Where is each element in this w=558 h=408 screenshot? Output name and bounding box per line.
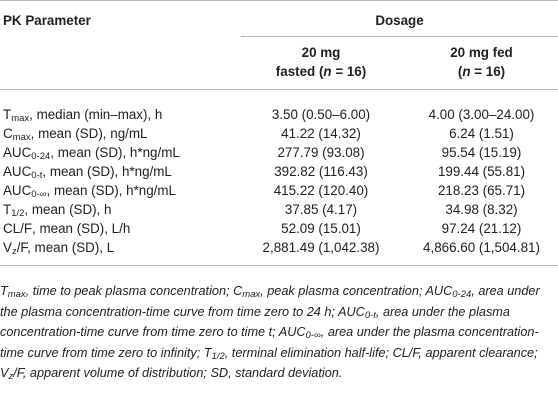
table-cell-fed: 4,866.60 (1,504.81) [423,240,540,255]
header-fed-line1: 20 mg fed [450,45,513,60]
table-cell-fasted: 277.79 (93.08) [277,145,365,160]
table-row-param: Tmax, median (min–max), h [3,107,163,124]
header-fasted-line1: 20 mg [301,45,341,60]
header-fed-line2: (n = 16) [457,64,506,79]
table-row-param: T1/2, mean (SD), h [3,202,112,219]
table-cell-fasted: 41.22 (14.32) [281,126,361,141]
table-cell-fed: 97.24 (21.12) [441,221,522,236]
table-top-rule [0,0,558,1]
table-bottom-rule [0,265,558,266]
header-dosage: Dosage [375,13,424,28]
table-cell-fed: 6.24 (1.51) [449,126,514,141]
table-cell-fasted: 3.50 (0.50–6.00) [271,107,371,122]
table-cell-fasted: 392.82 (116.43) [274,164,368,179]
table-footnote: Tmax, time to peak plasma concentration;… [0,284,540,383]
table-cell-fasted: 2,881.49 (1,042.38) [262,240,380,255]
table-row-param: Cmax, mean (SD), ng/mL [3,126,148,143]
header-fasted-line2: fasted (n = 16) [275,64,367,79]
table-cell-fed: 199.44 (55.81) [437,164,526,179]
header-pk-parameter: PK Parameter [3,13,91,28]
table-row-param: AUC0-24, mean (SD), h*ng/mL [3,145,180,162]
table-row-param: Vz/F, mean (SD), L [3,240,115,257]
table-cell-fed: 95.54 (15.19) [441,145,522,160]
dosage-rule [241,36,558,37]
table-cell-fed: 218.23 (65.71) [437,183,526,198]
table-row-param: AUC0-∞, mean (SD), h*ng/mL [3,183,177,200]
table-cell-fasted: 52.09 (15.01) [281,221,361,236]
table-row-param: CL/F, mean (SD), L/h [3,221,131,236]
table-cell-fasted: 415.22 (120.40) [273,183,369,198]
table-cell-fasted: 37.85 (4.17) [284,202,358,217]
table-cell-fed: 34.98 (8.32) [445,202,518,217]
table-cell-fed: 4.00 (3.00–24.00) [428,107,535,122]
header-bottom-rule [0,89,558,90]
table-row-param: AUC0-t, mean (SD), h*ng/mL [3,164,172,181]
